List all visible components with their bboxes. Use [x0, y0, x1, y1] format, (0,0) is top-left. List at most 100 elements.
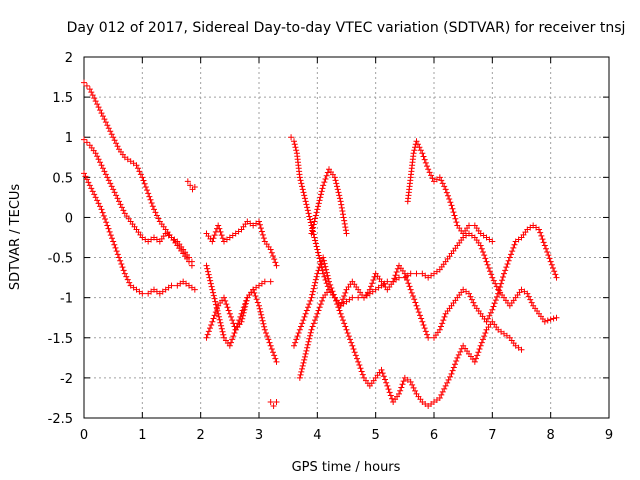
data-point — [140, 177, 147, 184]
data-point — [222, 297, 229, 304]
data-point — [81, 170, 87, 177]
data-point — [342, 289, 349, 296]
data-point — [405, 280, 412, 287]
data-point — [216, 225, 223, 232]
data-point — [310, 320, 317, 327]
data-point — [324, 169, 331, 176]
data-point — [292, 144, 299, 151]
data-point — [544, 317, 551, 324]
x-tick-label: 2 — [197, 428, 205, 443]
data-point — [410, 293, 416, 300]
data-point — [510, 244, 517, 251]
data-point — [334, 186, 341, 193]
data-point — [350, 346, 357, 353]
data-point — [303, 201, 310, 208]
data-point — [229, 336, 236, 343]
data-point — [487, 309, 494, 316]
data-point — [429, 175, 436, 182]
data-point — [412, 299, 419, 306]
data-point — [145, 190, 152, 197]
y-tick-label: -2 — [60, 372, 73, 387]
data-point — [333, 180, 340, 187]
data-point — [385, 386, 392, 393]
data-point — [337, 310, 344, 317]
data-point — [108, 183, 115, 190]
x-axis-label: GPS time / hours — [292, 460, 401, 475]
data-point — [342, 323, 349, 330]
data-point — [340, 211, 346, 218]
data-point — [100, 212, 107, 219]
data-point — [394, 265, 401, 272]
data-point — [343, 326, 350, 333]
data-point — [291, 138, 297, 145]
data-point — [302, 198, 309, 205]
data-point — [91, 95, 98, 102]
data-point — [205, 271, 212, 278]
data-point — [210, 292, 217, 299]
data-point — [205, 328, 212, 335]
data-point — [106, 228, 113, 235]
data-point — [482, 329, 489, 336]
data-point — [310, 221, 317, 228]
data-point — [302, 310, 309, 317]
data-point — [309, 291, 316, 298]
data-point — [315, 200, 322, 207]
data-point — [475, 349, 482, 356]
data-point — [216, 316, 223, 323]
data-point — [553, 274, 560, 281]
data-point — [301, 195, 308, 202]
data-point — [300, 359, 307, 366]
data-point — [306, 213, 313, 220]
data-point — [305, 304, 311, 311]
data-point — [308, 294, 315, 301]
data-point — [421, 156, 428, 163]
data-point — [92, 150, 99, 157]
tick-marks — [83, 56, 610, 419]
x-tick-labels: 0 1 2 3 4 5 6 7 8 9 — [80, 428, 613, 443]
data-point — [95, 156, 102, 163]
data-point — [410, 384, 417, 391]
series-track-a — [81, 79, 195, 269]
data-point — [470, 299, 477, 306]
data-point — [98, 110, 105, 117]
data-point — [380, 373, 387, 380]
data-point — [487, 268, 493, 275]
data-point — [233, 323, 240, 330]
data-point — [271, 256, 278, 263]
data-point — [304, 207, 311, 214]
data-point — [267, 342, 274, 349]
data-point — [322, 175, 329, 182]
data-point — [103, 219, 110, 226]
data-point — [214, 307, 221, 314]
data-point — [340, 296, 346, 303]
data-point — [258, 314, 265, 321]
data-point — [393, 268, 400, 275]
data-point — [186, 254, 192, 261]
data-point — [414, 141, 421, 148]
data-point — [225, 307, 232, 314]
data-point — [307, 297, 314, 304]
data-point — [527, 296, 534, 303]
data-point — [294, 333, 301, 340]
data-point — [448, 202, 455, 209]
data-point — [440, 317, 447, 324]
data-point — [239, 307, 246, 314]
x-tick-label: 7 — [488, 428, 496, 443]
data-point — [389, 395, 395, 402]
data-point — [273, 398, 280, 405]
data-point — [335, 189, 342, 196]
data-point — [111, 189, 118, 196]
data-point — [137, 171, 144, 178]
data-point — [457, 348, 464, 355]
data-point — [508, 251, 514, 258]
data-point — [219, 235, 226, 242]
data-point — [311, 234, 318, 241]
data-point — [217, 319, 224, 326]
data-point — [254, 299, 261, 306]
data-point — [252, 293, 259, 300]
data-point — [439, 388, 446, 395]
data-point — [99, 113, 106, 120]
data-point — [419, 318, 426, 325]
data-point — [313, 313, 320, 320]
data-point — [304, 341, 311, 348]
